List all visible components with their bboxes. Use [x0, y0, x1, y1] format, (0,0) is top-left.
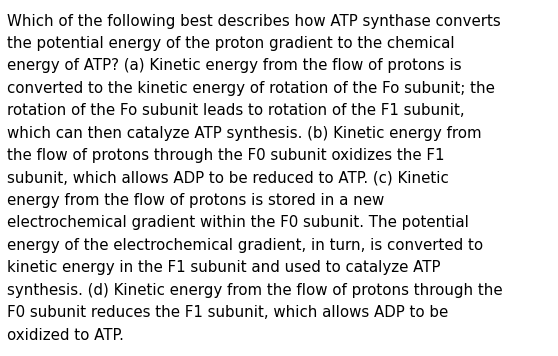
Text: Which of the following best describes how ATP synthase converts: Which of the following best describes ho… [7, 14, 501, 28]
Text: the potential energy of the proton gradient to the chemical: the potential energy of the proton gradi… [7, 36, 455, 51]
Text: electrochemical gradient within the F0 subunit. The potential: electrochemical gradient within the F0 s… [7, 215, 469, 230]
Text: oxidized to ATP.: oxidized to ATP. [7, 328, 124, 342]
Text: energy of the electrochemical gradient, in turn, is converted to: energy of the electrochemical gradient, … [7, 238, 483, 253]
Text: energy from the flow of protons is stored in a new: energy from the flow of protons is store… [7, 193, 384, 208]
Text: F0 subunit reduces the F1 subunit, which allows ADP to be: F0 subunit reduces the F1 subunit, which… [7, 305, 449, 320]
Text: energy of ATP? (a) Kinetic energy from the flow of protons is: energy of ATP? (a) Kinetic energy from t… [7, 58, 462, 73]
Text: kinetic energy in the F1 subunit and used to catalyze ATP: kinetic energy in the F1 subunit and use… [7, 260, 441, 275]
Text: converted to the kinetic energy of rotation of the Fo subunit; the: converted to the kinetic energy of rotat… [7, 81, 495, 96]
Text: rotation of the Fo subunit leads to rotation of the F1 subunit,: rotation of the Fo subunit leads to rota… [7, 103, 465, 118]
Text: synthesis. (d) Kinetic energy from the flow of protons through the: synthesis. (d) Kinetic energy from the f… [7, 283, 503, 298]
Text: subunit, which allows ADP to be reduced to ATP. (c) Kinetic: subunit, which allows ADP to be reduced … [7, 171, 449, 185]
Text: which can then catalyze ATP synthesis. (b) Kinetic energy from: which can then catalyze ATP synthesis. (… [7, 126, 482, 141]
Text: the flow of protons through the F0 subunit oxidizes the F1: the flow of protons through the F0 subun… [7, 148, 445, 163]
